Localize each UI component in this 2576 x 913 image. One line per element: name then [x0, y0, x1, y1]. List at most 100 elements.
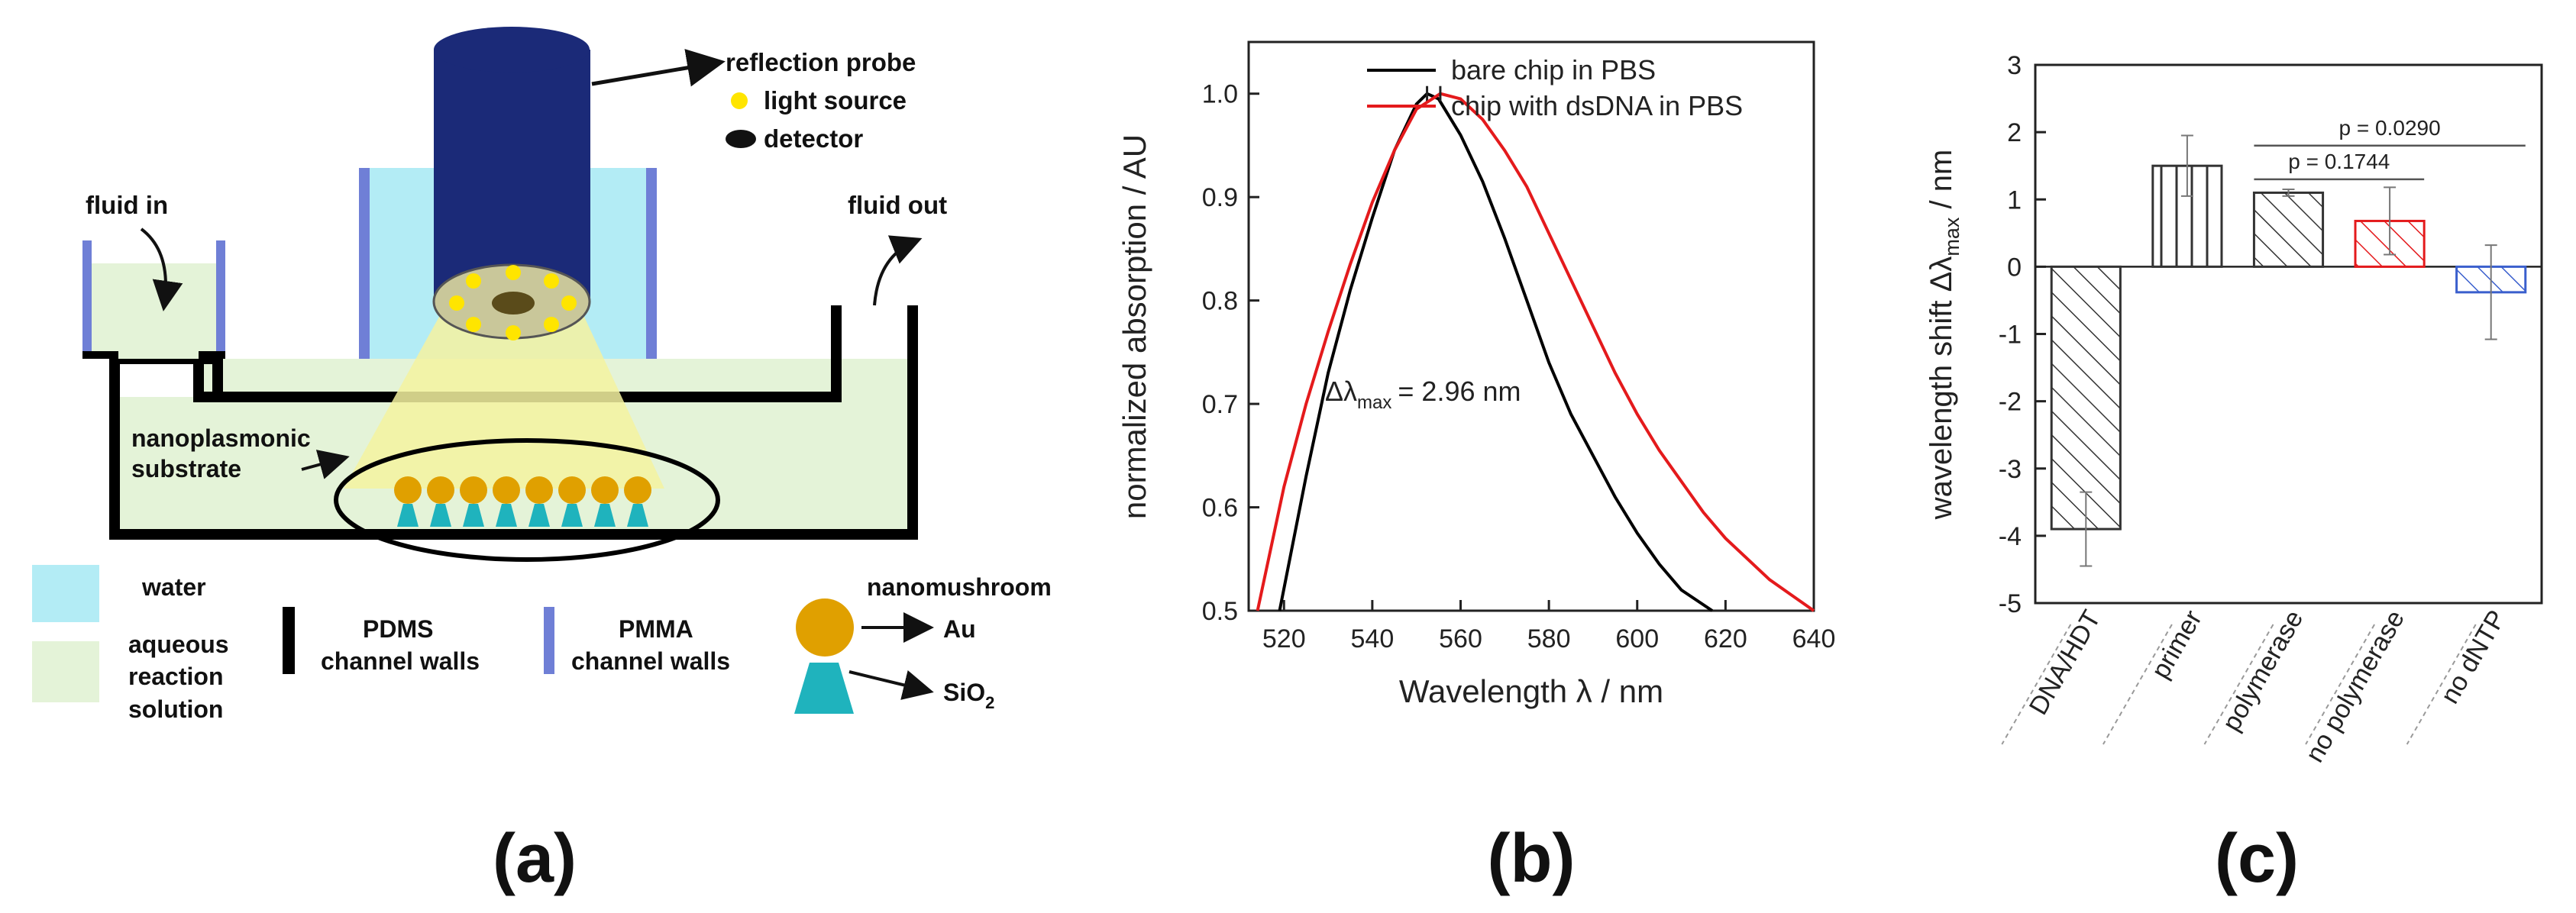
- legend-pdms-swatch: [283, 607, 295, 674]
- substrate-label-line1: nanoplasmonic: [131, 424, 311, 452]
- y-tick-label: 0.9: [1202, 183, 1238, 212]
- fluid-in-arrow: [140, 227, 183, 311]
- nanomushroom: [558, 476, 586, 527]
- substrate-label-line2: substrate: [131, 455, 241, 482]
- pmma-wall-left: [359, 168, 370, 397]
- nanomushroom: [493, 476, 520, 527]
- light-source-dots: [449, 265, 577, 340]
- y-tick-label: 0.5: [1202, 597, 1238, 626]
- bar: [2252, 191, 2325, 268]
- light-cone: [344, 317, 664, 489]
- category-leader: [2102, 624, 2173, 745]
- panel-b-chart: 520 540 560 580 600 620 6400.50.60.70.80.91.0 …: [1117, 40, 1836, 897]
- bar: [2050, 265, 2122, 531]
- substrate-highlight-ellipse: [334, 438, 720, 562]
- pdms-outer-wall: [109, 305, 918, 540]
- y-tick-label: 0.7: [1202, 390, 1238, 419]
- legend-bare-label: bare chip in PBS: [1451, 54, 1656, 85]
- y-tick-label: -3: [1999, 455, 2022, 484]
- panel-a-diagram: reflection probe light source detector f…: [32, 27, 1052, 897]
- y-tick-label: 3: [2007, 51, 2022, 80]
- reflection-probe: [434, 50, 590, 302]
- y-tick-label: 0.8: [1202, 287, 1238, 316]
- x-tick-label: 520: [1262, 624, 1306, 653]
- detector-icon: [726, 130, 756, 148]
- legend-solution-label-2: reaction: [128, 663, 223, 690]
- legend-water-label: water: [141, 573, 206, 601]
- legend-nanomushroom-label: nanomushroom: [867, 573, 1052, 601]
- x-tick-label: 560: [1439, 624, 1482, 653]
- legend-pmma-label-2: channel walls: [571, 647, 730, 675]
- legend-pdms-label-2: channel walls: [321, 647, 480, 675]
- detector-spot: [492, 292, 535, 315]
- chart-c-bars: [2050, 134, 2527, 567]
- chart-c-ylabel: wavelength shift Δλmax / nm: [1925, 150, 1964, 521]
- series-line-1: [1256, 92, 1815, 612]
- panel-a-caption: (a): [493, 821, 577, 897]
- y-tick-label: 0: [2007, 253, 2022, 282]
- legend-au-icon: [796, 598, 854, 657]
- category-label: DNA/HDT: [2024, 605, 2106, 720]
- pvalue-label: p = 0.0290: [2339, 116, 2441, 140]
- legend-solution-swatch: [32, 641, 99, 702]
- legend-water-swatch: [32, 565, 99, 622]
- y-tick-label: 1: [2007, 186, 2022, 215]
- y-tick-label: -4: [1999, 522, 2022, 551]
- fluid-out-label: fluid out: [848, 191, 947, 219]
- chart-c-pvalues: p = 0.1744 p = 0.0290: [2254, 116, 2526, 181]
- category-leader: [2305, 624, 2375, 745]
- chart-b-ticks: 520 540 560 580 600 620 640 0.5 0.6 0.7 0.8 0.9 1.0: [1202, 80, 1836, 653]
- x-tick-label: 540: [1351, 624, 1395, 653]
- y-tick-label: 1.0: [1202, 80, 1238, 109]
- pvalue-label: p = 0.1744: [2288, 150, 2390, 173]
- legend-sio2-icon: [794, 663, 854, 714]
- reflection-probe-label: reflection probe: [726, 48, 916, 76]
- nanomushroom: [394, 476, 422, 527]
- legend-solution-label-3: solution: [128, 695, 223, 723]
- chart-b-frame: [1247, 40, 1815, 612]
- delta-lambda-annotation: Δλmax = 2.96 nm: [1325, 376, 1521, 413]
- category-label: no polymerase: [2300, 605, 2410, 767]
- category-leader: [2203, 624, 2274, 745]
- nanomushroom-array: [394, 476, 651, 527]
- nanomushroom: [624, 476, 651, 527]
- nanomushroom: [525, 476, 553, 527]
- x-tick-label: 620: [1704, 624, 1747, 653]
- chart-b-xlabel: Wavelength λ / nm: [1399, 673, 1663, 709]
- light-source-icon: [731, 92, 748, 109]
- nanomushroom: [460, 476, 487, 527]
- legend-pmma-label-1: PMMA: [619, 615, 693, 643]
- x-tick-label: 600: [1615, 624, 1659, 653]
- category-label: primer: [2146, 605, 2208, 683]
- nanomushroom: [591, 476, 619, 527]
- legend-au-label: Au: [943, 615, 976, 643]
- panel-c-caption: (c): [2215, 821, 2299, 897]
- chart-b-series: [1256, 85, 1815, 612]
- detector-label: detector: [764, 124, 863, 153]
- nanomushroom: [427, 476, 454, 527]
- fluid-in-label: fluid in: [86, 191, 168, 219]
- category-leader: [2406, 624, 2477, 745]
- x-tick-label: 580: [1527, 624, 1571, 653]
- probe-arrow: [591, 49, 726, 87]
- y-tick-label: 2: [2007, 118, 2022, 147]
- legend-sio2-label: SiO2: [943, 679, 994, 712]
- x-tick-label: 640: [1792, 624, 1836, 653]
- category-label: polymerase: [2217, 605, 2309, 736]
- fluid-out-arrow: [873, 235, 923, 306]
- y-tick-label: -2: [1999, 388, 2022, 417]
- y-tick-label: 0.6: [1202, 494, 1238, 523]
- y-tick-label: -1: [1999, 321, 2022, 350]
- light-source-label: light source: [764, 86, 907, 115]
- category-label: no dNTP: [2435, 605, 2512, 708]
- panel-b-caption: (b): [1488, 821, 1576, 897]
- category-leader: [2001, 624, 2072, 745]
- legend-solution-label-1: aqueous: [128, 631, 229, 658]
- y-tick-label: -5: [1999, 589, 2022, 618]
- legend-pmma-swatch: [544, 607, 554, 674]
- substrate-arrow: [301, 450, 350, 479]
- pmma-wall-right: [646, 168, 657, 397]
- legend-dsdna-label: chip with dsDNA in PBS: [1451, 90, 1743, 121]
